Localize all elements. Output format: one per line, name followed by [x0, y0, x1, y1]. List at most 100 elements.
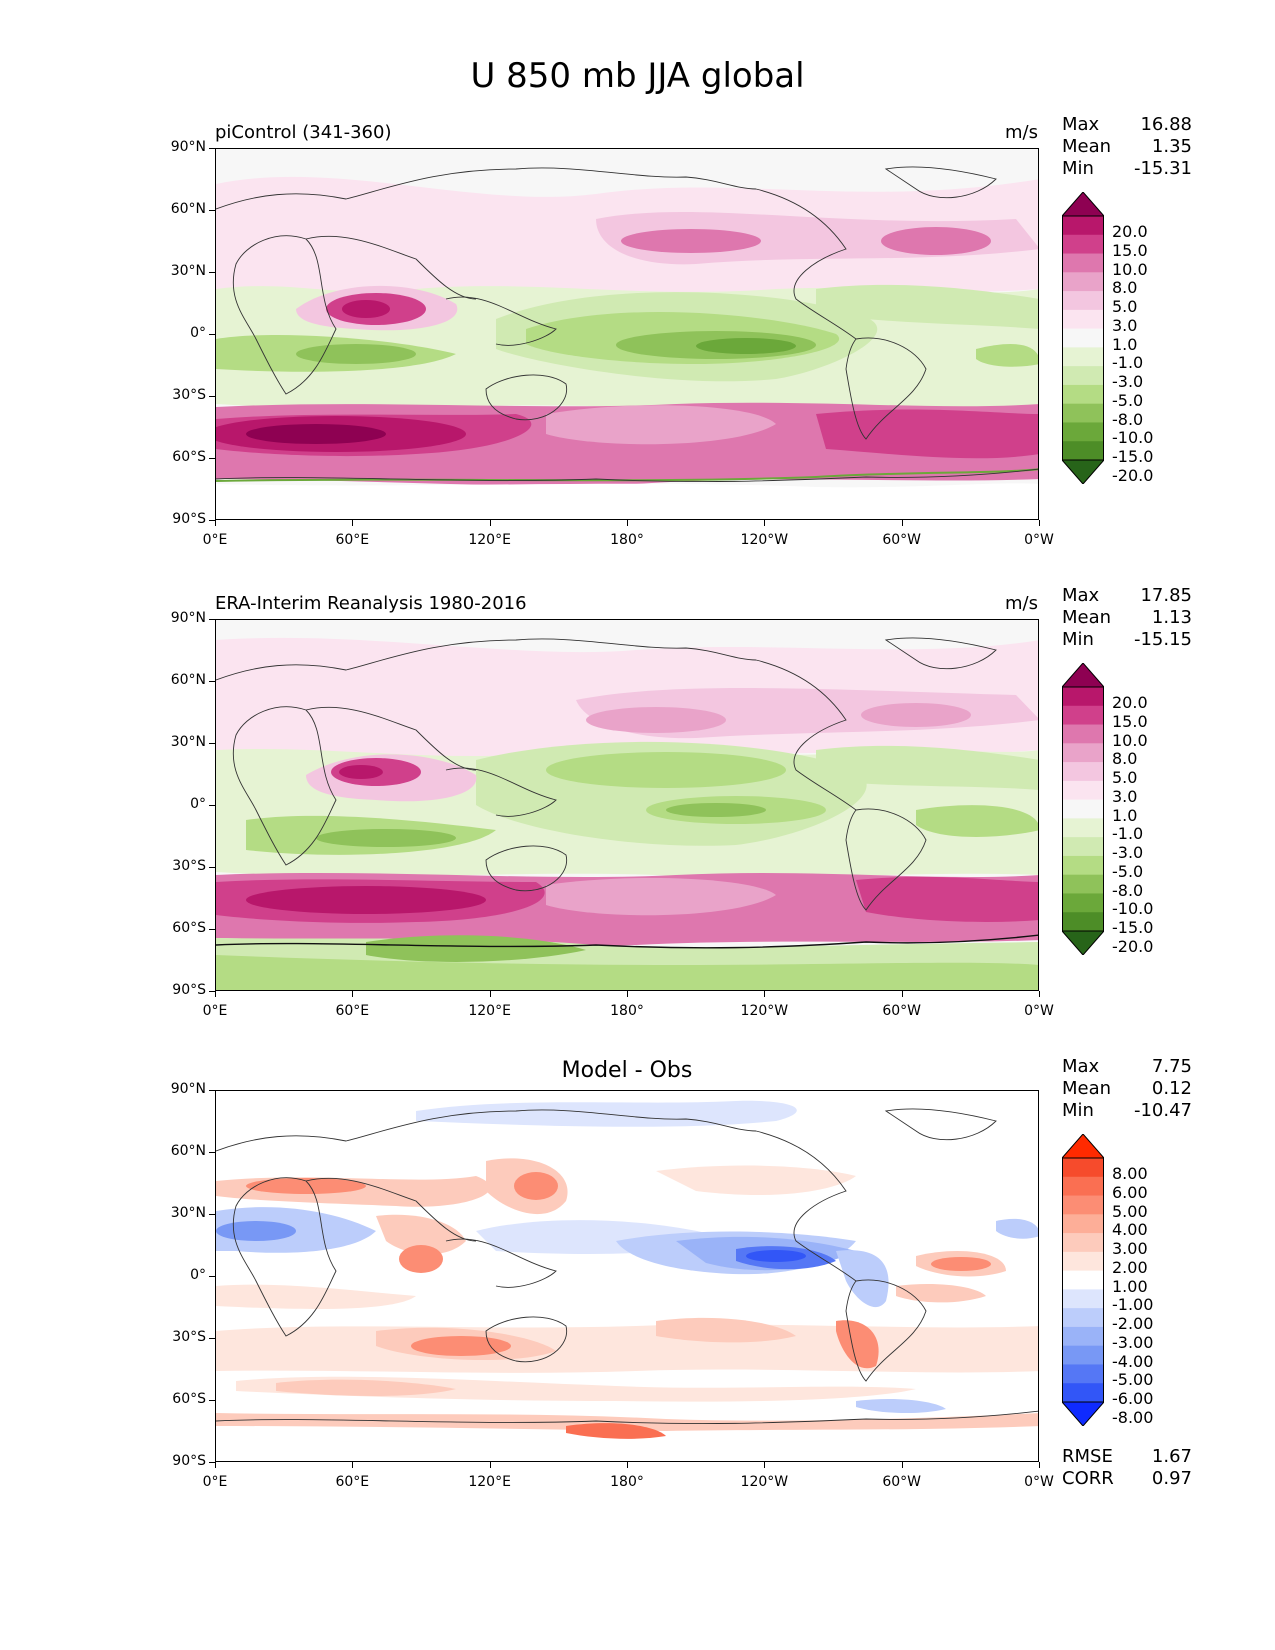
colorbar-bin — [1062, 272, 1104, 292]
lat-tick-mark — [209, 867, 215, 868]
lon-tick-label: 60°W — [882, 1003, 921, 1019]
lon-tick-label: 60°E — [335, 1003, 370, 1019]
colorbar-extend-min — [1062, 930, 1104, 955]
lon-tick-mark — [352, 991, 354, 997]
colorbar-bin — [1062, 441, 1104, 461]
colorbar-extend-max — [1062, 192, 1104, 217]
stat-mean-value: 1.35 — [1151, 136, 1192, 157]
lat-tick-mark — [209, 334, 215, 335]
lon-tick-mark — [489, 520, 491, 526]
lon-tick-mark — [215, 520, 216, 526]
colorbar-bin — [1062, 422, 1104, 442]
colorbar-bin — [1062, 705, 1104, 726]
colorbar-bin — [1062, 1158, 1104, 1178]
lon-tick-label: 0°W — [1024, 1474, 1054, 1490]
colorbar-bin — [1062, 234, 1104, 255]
colorbar-bin — [1062, 743, 1104, 763]
lon-tick-mark — [901, 991, 903, 997]
colorbar-bin — [1062, 1345, 1104, 1365]
colorbar-tick-label: -10.0 — [1112, 899, 1154, 919]
stat-min-value: -10.47 — [1133, 1100, 1192, 1121]
stat-max-value: 16.88 — [1140, 114, 1192, 135]
lat-tick-mark — [209, 991, 215, 992]
lon-tick-mark — [489, 991, 491, 997]
lon-tick-label: 0°E — [202, 1474, 228, 1490]
stat-mean-label: Mean — [1062, 1078, 1112, 1099]
lon-tick-label: 60°E — [335, 532, 370, 548]
colorbar-bin — [1062, 1289, 1104, 1309]
lat-tick-label: 60°N — [170, 1143, 206, 1159]
colorbar-tick-label: -8.0 — [1112, 880, 1144, 900]
lat-tick-mark — [209, 210, 215, 211]
map-frame — [215, 619, 1039, 991]
lat-tick-mark — [209, 1214, 215, 1215]
lon-tick-mark — [1039, 991, 1040, 997]
lon-tick-label: 0°W — [1024, 1003, 1054, 1019]
colorbar-tick-label: 6.00 — [1112, 1182, 1148, 1202]
lat-tick-label: 0° — [190, 796, 206, 812]
colorbar-bin — [1062, 818, 1104, 838]
lon-tick-label: 60°W — [882, 1474, 921, 1490]
colorbar-bin — [1062, 912, 1104, 932]
colorbar-tick-label: 1.0 — [1112, 805, 1138, 825]
colorbar-bin — [1062, 309, 1104, 330]
colorbar — [1062, 1134, 1104, 1426]
stat-max-value: 17.85 — [1140, 585, 1192, 606]
colorbar-tick-label: -3.00 — [1112, 1332, 1154, 1352]
stat-min-label: Min — [1062, 1100, 1094, 1121]
colorbar-bin — [1062, 1251, 1104, 1272]
map-frame — [215, 1090, 1039, 1462]
panel-model-minus-obs: Model - Obs — [0, 1056, 1275, 1534]
colorbar-bin — [1062, 403, 1104, 423]
lon-tick-label: 120°W — [740, 1003, 789, 1019]
stats-box: Max 7.75 Mean 0.12 Min -10.47 — [1062, 1056, 1192, 1122]
units-label: m/s — [1005, 593, 1038, 614]
lat-tick-mark — [209, 520, 215, 521]
lon-tick-mark — [1039, 1462, 1040, 1468]
colorbar-bin — [1062, 366, 1104, 386]
colorbar-outline — [1062, 1157, 1104, 1403]
map-frame — [215, 148, 1039, 520]
stats-box: Max 17.85 Mean 1.13 Min -15.15 — [1062, 585, 1192, 651]
colorbar-bin — [1062, 762, 1104, 782]
stat-mean-value: 1.13 — [1151, 607, 1192, 628]
lon-tick-label: 180° — [610, 1474, 644, 1490]
colorbar-extend-max — [1062, 663, 1104, 688]
colorbar-tick-label: -20.0 — [1112, 937, 1154, 956]
colorbar-bin — [1062, 687, 1104, 707]
colorbar-tick-label: -15.0 — [1112, 447, 1154, 467]
colorbar-tick-label: -2.00 — [1112, 1314, 1154, 1334]
lon-tick-mark — [627, 520, 628, 526]
colorbar-bin — [1062, 1195, 1104, 1215]
colorbar-tick-label: -1.0 — [1112, 824, 1144, 844]
lon-tick-mark — [489, 1462, 491, 1468]
colorbar-tick-label: -10.0 — [1112, 428, 1154, 448]
lat-tick-label: 60°S — [172, 449, 206, 465]
lon-tick-mark — [764, 520, 766, 526]
colorbar-tick-label: 8.0 — [1112, 278, 1138, 298]
colorbar-tick-label: -5.0 — [1112, 390, 1144, 410]
lat-tick-mark — [209, 458, 215, 459]
colorbar-tick-label: 1.00 — [1112, 1276, 1148, 1296]
rmse-label: RMSE — [1062, 1446, 1113, 1467]
corr-value: 0.97 — [1151, 1468, 1192, 1489]
lon-tick-label: 120°E — [468, 532, 511, 548]
lon-tick-mark — [901, 1462, 903, 1468]
lat-tick-mark — [209, 619, 215, 620]
colorbar — [1062, 192, 1104, 484]
colorbar-tick-label: 5.0 — [1112, 768, 1138, 788]
lat-tick-label: 0° — [190, 325, 206, 341]
lat-tick-label: 30°S — [172, 858, 206, 874]
colorbar-bin — [1062, 1270, 1104, 1290]
colorbar-tick-label: 1.0 — [1112, 334, 1138, 354]
colorbar-tick-label: -8.00 — [1112, 1408, 1154, 1427]
lat-tick-mark — [209, 929, 215, 930]
panel-title: piControl (341-360) — [215, 122, 392, 143]
lon-tick-mark — [215, 991, 216, 997]
lon-tick-label: 0°W — [1024, 532, 1054, 548]
lon-tick-label: 60°W — [882, 532, 921, 548]
lon-tick-mark — [901, 520, 903, 526]
colorbar-outline — [1062, 215, 1104, 461]
lon-tick-label: 180° — [610, 532, 644, 548]
units-label: m/s — [1005, 122, 1038, 143]
